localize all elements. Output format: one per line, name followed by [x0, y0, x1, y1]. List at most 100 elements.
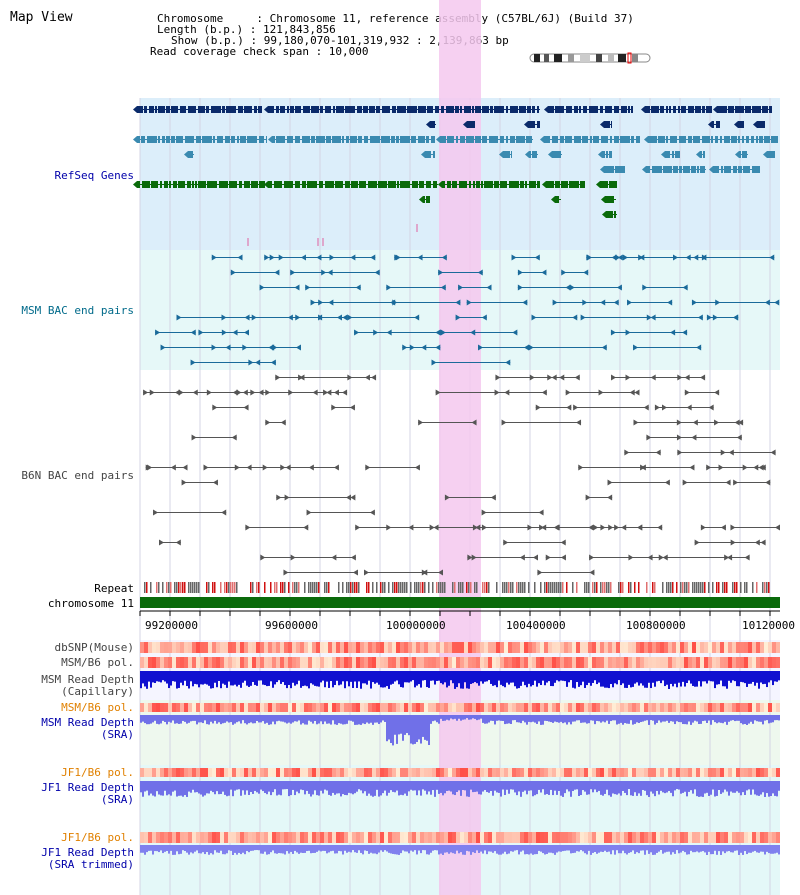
msm-sra-depth-bar: [618, 715, 620, 724]
jf1-sra-depth-bar: [772, 781, 774, 794]
chromosome-ideogram[interactable]: [528, 52, 654, 64]
repeat-element: [236, 582, 238, 593]
jf1-sra-depth-bar: [532, 781, 534, 797]
repeat-element: [436, 582, 438, 593]
jf1-trimmed-depth-bar: [512, 845, 514, 852]
msm-b6-pol2-cell: [180, 703, 184, 712]
repeat-element: [166, 582, 168, 593]
repeat-element: [438, 582, 440, 593]
gene-exon: [173, 181, 177, 188]
msm-bac-pair-end: [354, 329, 360, 336]
jf1-b6-pol-cell: [624, 768, 628, 777]
jf1-sra-depth-bar: [160, 781, 162, 796]
jf1-trimmed-depth-bar: [374, 845, 376, 854]
b6n-bac-pair-end: [684, 389, 690, 396]
repeat-element: [712, 582, 714, 593]
jf1-b6-pol2-cell: [736, 832, 740, 843]
msm-b6-pol2-cell: [220, 703, 224, 712]
jf1-trimmed-depth-bar: [218, 845, 220, 853]
msm-b6-pol-cell: [540, 657, 544, 668]
repeat-element: [468, 582, 470, 593]
jf1-trimmed-depth-bar: [726, 845, 728, 852]
msm-b6-pol2-cell: [688, 703, 692, 712]
gene-exon: [391, 136, 395, 143]
gene-exon: [433, 151, 435, 158]
msm-capillary-depth-bar: [182, 671, 184, 686]
jf1-sra-depth-bar: [652, 781, 654, 794]
msm-capillary-depth-bar: [176, 671, 178, 689]
repeat-element: [420, 582, 422, 593]
gene-exon: [302, 136, 310, 143]
msm-capillary-depth-bar: [276, 671, 278, 683]
msm-capillary-depth-bar: [770, 671, 772, 681]
jf1-sra-depth-bar: [536, 781, 538, 795]
gene-exon: [254, 106, 257, 113]
msm-capillary-depth-bar: [636, 671, 638, 683]
jf1-b6-pol-cell: [480, 768, 484, 777]
jf1-b6-pol2-cell: [568, 832, 572, 843]
jf1-sra-depth-bar: [328, 781, 330, 795]
jf1-b6-pol-cell: [148, 768, 152, 777]
jf1-sra-depth-bar: [428, 781, 430, 792]
jf1-sra-depth-bar: [608, 781, 610, 796]
msm-bac-pair-end: [682, 329, 688, 336]
repeat-element: [550, 582, 552, 593]
jf1-b6-pol-cell: [676, 768, 680, 777]
b6n-bac-pair-end: [551, 374, 557, 381]
jf1-b6-pol2-cell: [236, 832, 240, 843]
jf1-b6-pol-cell: [348, 768, 352, 777]
jf1-b6-pol-cell: [356, 768, 360, 777]
jf1-trimmed-depth-bar: [302, 845, 304, 854]
jf1-sra-depth-bar: [672, 781, 674, 797]
dbsnp-cell: [308, 642, 312, 653]
jf1-b6-pol2-cell: [160, 832, 164, 843]
dbsnp-cell: [428, 642, 432, 653]
msm-capillary-depth-bar: [628, 671, 630, 685]
msm-sra-depth-bar: [176, 715, 178, 724]
msm-capillary-depth-bar: [426, 671, 428, 688]
msm-b6-pol2-cell: [632, 703, 636, 712]
msm-read-depth-sra-label: MSM Read Depth: [41, 716, 134, 729]
jf1-b6-pol2-cell: [608, 832, 612, 843]
jf1-sra-depth-bar: [670, 781, 672, 793]
jf1-trimmed-depth-bar: [228, 845, 230, 851]
refseq-genes-label: RefSeq Genes: [54, 169, 134, 182]
jf1-trimmed-depth-bar: [174, 845, 176, 855]
jf1-b6-pol2-cell: [552, 832, 556, 843]
repeat-element: [384, 582, 386, 593]
msm-capillary-depth-bar: [550, 671, 552, 687]
msm-b6-pol-cell: [768, 657, 772, 668]
dbsnp-cell: [708, 642, 712, 653]
msm-sra-depth-bar: [460, 715, 462, 721]
gene-exon: [295, 181, 300, 188]
jf1-trimmed-depth-bar: [186, 845, 188, 853]
dbsnp-cell: [624, 642, 628, 653]
gene-exon: [345, 181, 350, 188]
msm-b6-pol2-cell: [420, 703, 424, 712]
jf1-b6-pol-cell: [484, 768, 488, 777]
msm-capillary-depth-bar: [286, 671, 288, 689]
b6n-bac-pair-end: [342, 389, 348, 396]
msm-read-depth-capillary-label: MSM Read Depth: [41, 673, 134, 686]
repeat-element: [646, 582, 648, 593]
b6n-bac-pair-end: [495, 374, 501, 381]
jf1-trimmed-depth-bar: [330, 845, 332, 852]
msm-sra-depth-bar: [192, 715, 194, 721]
jf1-b6-pol-cell: [696, 768, 700, 777]
repeat-element: [406, 582, 408, 593]
msm-b6-pol2-cell: [364, 703, 368, 712]
jf1-trimmed-depth-bar: [442, 845, 444, 855]
dbsnp-cell: [180, 642, 184, 653]
jf1-trimmed-depth-bar: [686, 845, 688, 855]
msm-sra-depth-bar: [746, 715, 748, 725]
dbsnp-cell: [724, 642, 728, 653]
msm-b6-pol-cell: [660, 657, 664, 668]
msm-sra-depth-bar: [188, 715, 190, 723]
gene-exon: [771, 136, 778, 143]
msm-capillary-depth-bar: [502, 671, 504, 687]
jf1-trimmed-depth-bar: [548, 845, 550, 853]
msm-capillary-depth-bar: [632, 671, 634, 687]
repeat-element: [548, 582, 550, 593]
msm-capillary-depth-bar: [578, 671, 580, 687]
